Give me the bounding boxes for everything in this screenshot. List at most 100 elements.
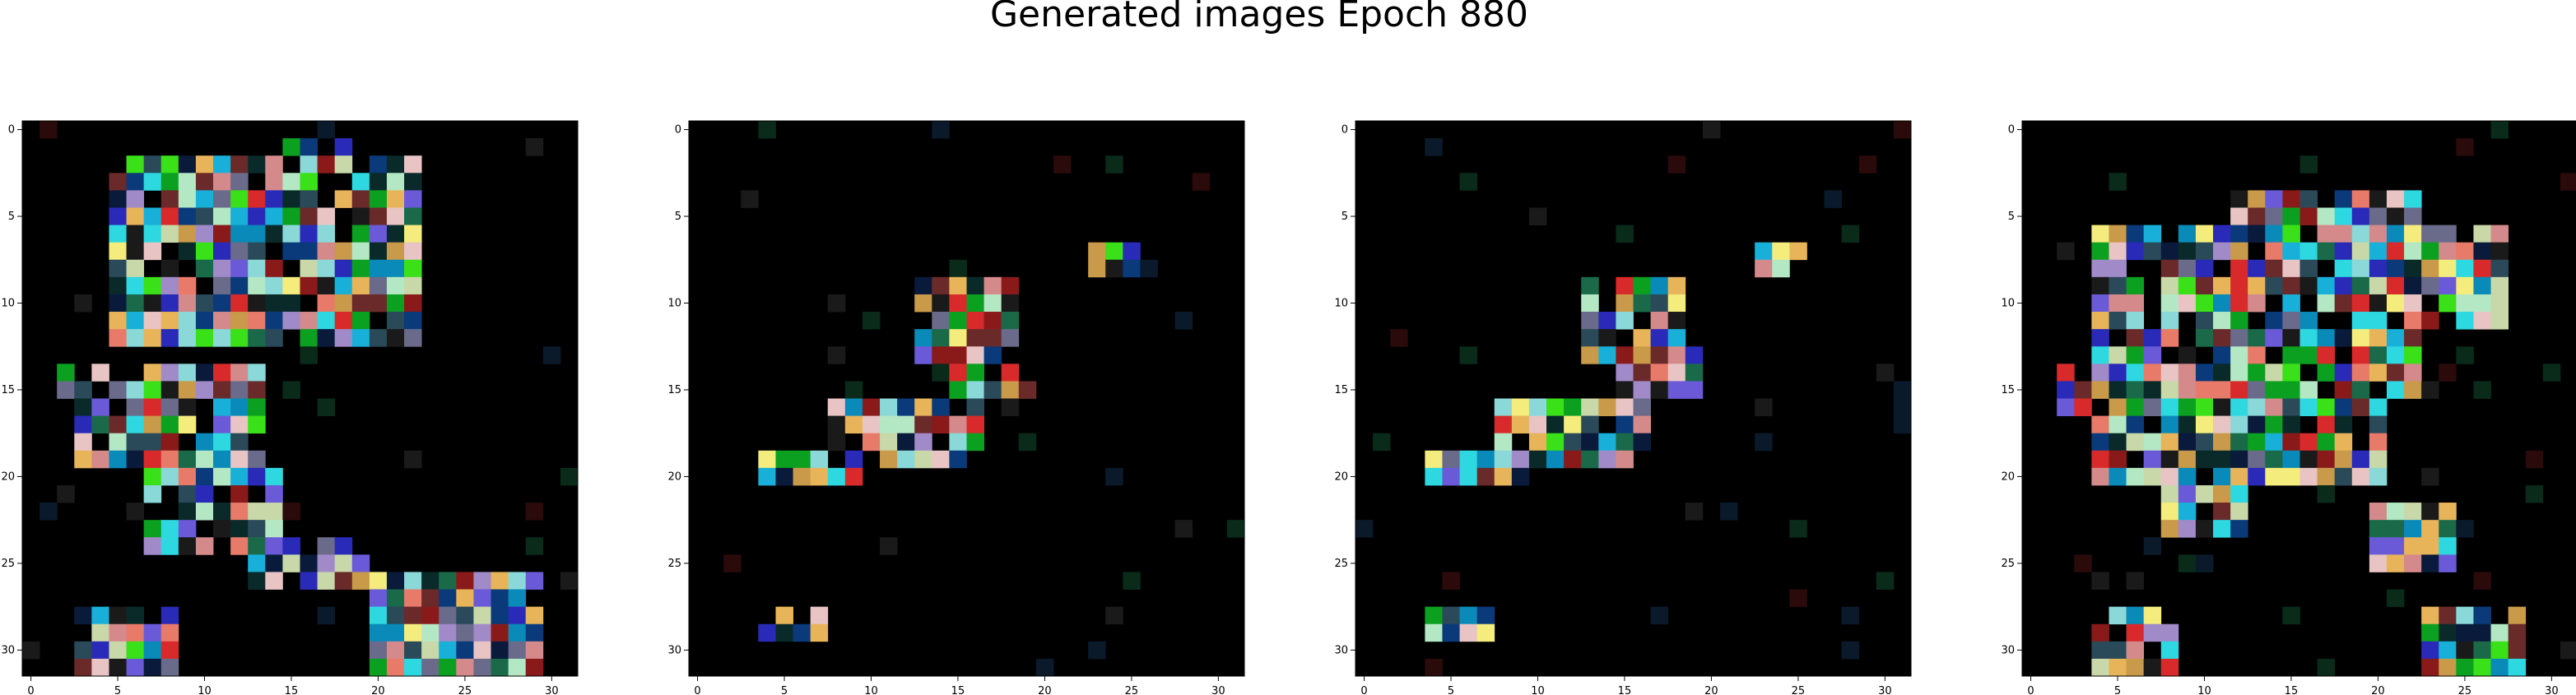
- pixel: [966, 276, 984, 295]
- pixel: [1616, 225, 1634, 243]
- pixel: [74, 450, 92, 469]
- pixel: [2421, 242, 2439, 261]
- pixel: [2265, 259, 2283, 278]
- pixel: [126, 623, 145, 642]
- pixel: [966, 312, 984, 330]
- pixel: [2230, 398, 2248, 416]
- pixel: [404, 276, 422, 295]
- pixel: [723, 554, 742, 572]
- pixel: [386, 572, 405, 590]
- pixel: [1459, 173, 1478, 191]
- pixel: [2386, 520, 2405, 538]
- pixel: [2369, 242, 2388, 261]
- pixel: [897, 433, 915, 452]
- pixel: [2143, 329, 2162, 347]
- pixel: [1893, 398, 1912, 416]
- pixel: [2265, 312, 2283, 330]
- pixel: [109, 641, 127, 660]
- pixel: [2490, 242, 2509, 261]
- x-tick-label: 30: [545, 685, 559, 695]
- pixel: [508, 606, 527, 625]
- pixel: [2334, 381, 2353, 399]
- pixel: [126, 658, 145, 677]
- pixel: [1667, 346, 1686, 364]
- pixel: [386, 207, 405, 225]
- pixel: [741, 190, 759, 208]
- pixel: [143, 450, 162, 469]
- pixel: [1841, 641, 1860, 660]
- pixel: [143, 329, 162, 347]
- pixel: [844, 415, 863, 434]
- pixel: [317, 207, 336, 225]
- pixel: [386, 190, 405, 208]
- pixel: [265, 503, 283, 521]
- pixel: [2178, 259, 2197, 278]
- pixel: [230, 537, 249, 555]
- pixel: [109, 294, 127, 313]
- pixel: [2386, 294, 2405, 313]
- pixel: [2178, 415, 2197, 434]
- pixel: [2178, 520, 2197, 538]
- pixel: [2160, 329, 2179, 347]
- pixel: [2508, 623, 2527, 642]
- pixel: [827, 433, 846, 452]
- y-tick-label: 10: [1, 297, 15, 309]
- pixel: [57, 364, 75, 382]
- pixel: [109, 381, 127, 399]
- pixel: [758, 450, 776, 469]
- pixel: [880, 537, 898, 555]
- pixel: [2248, 276, 2266, 295]
- pixel: [195, 450, 214, 469]
- pixel: [2351, 312, 2370, 330]
- pixel: [369, 259, 388, 278]
- pixel: [1425, 467, 1443, 486]
- pixel: [2404, 294, 2422, 313]
- pixel: [1174, 312, 1193, 330]
- pixel: [456, 589, 474, 608]
- pixel: [1772, 259, 1790, 278]
- pixel: [2160, 294, 2179, 313]
- pixel: [143, 242, 162, 261]
- pixel: [404, 225, 422, 243]
- pixel: [334, 242, 353, 261]
- pixel: [213, 503, 231, 521]
- x-tick-label: 15: [285, 685, 299, 695]
- pixel: [195, 173, 214, 191]
- pixel: [2126, 658, 2145, 677]
- pixel: [2317, 467, 2336, 486]
- pixel: [2490, 225, 2509, 243]
- pixel: [282, 225, 300, 243]
- pixel: [2230, 276, 2248, 295]
- x-tick-label: 25: [458, 685, 472, 695]
- pixel: [1459, 450, 1478, 469]
- pixel: [317, 259, 336, 278]
- pixel: [2473, 294, 2491, 313]
- pixel: [1616, 398, 1634, 416]
- pixel: [2404, 346, 2422, 364]
- pixel: [230, 484, 249, 503]
- pixel: [2282, 606, 2300, 625]
- pixel: [404, 155, 422, 174]
- pixel: [473, 606, 491, 625]
- x-tick-label: 30: [1211, 685, 1225, 695]
- pixel: [2317, 484, 2336, 503]
- pixel: [2195, 276, 2214, 295]
- y-tick-label: 0: [8, 124, 15, 137]
- pixel: [1616, 294, 1634, 313]
- pixel: [2213, 294, 2231, 313]
- pixel: [2299, 190, 2318, 208]
- pixel: [456, 658, 474, 677]
- pixel: [2230, 364, 2248, 382]
- pixel: [2404, 312, 2422, 330]
- pixel: [2334, 294, 2353, 313]
- pixel: [74, 415, 92, 434]
- x-tick-label: 25: [2458, 685, 2472, 695]
- pixel: [2160, 259, 2179, 278]
- pixel: [2456, 658, 2474, 677]
- pixel: [248, 259, 266, 278]
- pixel: [160, 623, 179, 642]
- pixel: [160, 520, 179, 538]
- pixel: [2213, 415, 2231, 434]
- pixel: [1667, 381, 1686, 399]
- pixel: [880, 433, 898, 452]
